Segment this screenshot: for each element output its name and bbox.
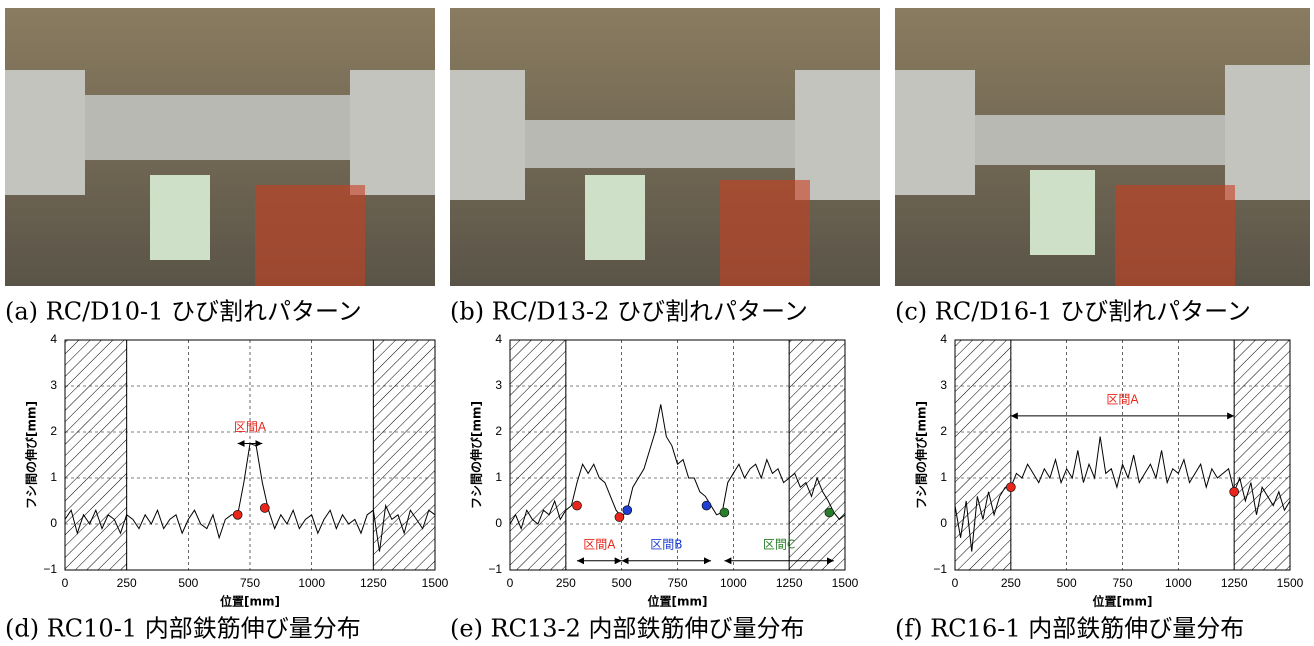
y-tick-label: 4	[940, 332, 947, 346]
x-tick-label: 250	[1001, 576, 1021, 590]
marker	[623, 506, 632, 515]
y-tick-label: 1	[50, 470, 57, 484]
y-axis-label: フシ間の伸び[mm]	[914, 401, 929, 509]
y-tick-label: 3	[940, 378, 947, 392]
x-tick-label: 750	[667, 576, 687, 590]
photo-b	[450, 8, 880, 286]
x-tick-label: 500	[1057, 576, 1077, 590]
shaded-range	[65, 340, 127, 570]
y-tick-label: 4	[495, 332, 502, 346]
x-tick-label: 0	[62, 576, 69, 590]
y-tick-label: 0	[50, 516, 57, 530]
x-tick-label: 1500	[1277, 576, 1304, 590]
marker	[260, 503, 269, 512]
photo-caption: (c) RC/D16-1 ひび割れパターン	[895, 298, 1251, 326]
y-axis-label: フシ間の伸び[mm]	[24, 401, 39, 509]
interval-label: 区間B	[650, 537, 682, 551]
x-tick-label: 1500	[422, 576, 449, 590]
photo-a	[5, 8, 435, 286]
marker	[1006, 483, 1015, 492]
x-tick-label: 1250	[776, 576, 803, 590]
shaded-range	[1234, 340, 1290, 570]
chart-caption: (f) RC16-1 内部鉄筋伸び量分布	[895, 615, 1244, 643]
y-tick-label: 3	[50, 378, 57, 392]
photo-caption: (b) RC/D13-2 ひび割れパターン	[450, 298, 808, 326]
x-axis-label: 位置[mm]	[1093, 594, 1153, 609]
photo-c	[895, 8, 1310, 286]
x-tick-label: 1000	[1165, 576, 1192, 590]
y-tick-label: −1	[488, 562, 502, 576]
marker	[573, 501, 582, 510]
y-tick-label: 0	[495, 516, 502, 530]
y-tick-label: 2	[50, 424, 57, 438]
shaded-range	[510, 340, 566, 570]
interval-label: 区間C	[763, 537, 795, 551]
x-tick-label: 0	[952, 576, 959, 590]
x-tick-label: 1000	[720, 576, 747, 590]
interval-label: 区間A	[1106, 392, 1139, 406]
x-tick-label: 1000	[298, 576, 325, 590]
y-tick-label: 0	[940, 516, 947, 530]
y-tick-label: 1	[940, 470, 947, 484]
x-tick-label: 500	[612, 576, 632, 590]
y-axis-label: フシ間の伸び[mm]	[469, 401, 484, 509]
x-axis-label: 位置[mm]	[220, 594, 280, 609]
y-tick-label: 2	[495, 424, 502, 438]
x-tick-label: 250	[556, 576, 576, 590]
shaded-range	[955, 340, 1011, 570]
marker	[615, 513, 624, 522]
x-tick-label: 1250	[1221, 576, 1248, 590]
x-tick-label: 500	[178, 576, 198, 590]
x-tick-label: 0	[507, 576, 514, 590]
marker	[233, 510, 242, 519]
marker	[825, 508, 834, 517]
figure: (a) RC/D10-1 ひび割れパターン (b) RC/D13-2 ひび割れパ…	[0, 0, 1314, 646]
y-tick-label: −1	[933, 562, 947, 576]
photo-caption: (a) RC/D10-1 ひび割れパターン	[5, 298, 362, 326]
x-tick-label: 250	[117, 576, 137, 590]
shaded-range	[789, 340, 845, 570]
chart-caption: (d) RC10-1 内部鉄筋伸び量分布	[5, 615, 361, 643]
interval-label: 区間A	[234, 420, 267, 434]
chart-caption: (e) RC13-2 内部鉄筋伸び量分布	[450, 615, 805, 643]
x-tick-label: 1250	[360, 576, 387, 590]
marker	[720, 508, 729, 517]
marker	[702, 501, 711, 510]
y-tick-label: 1	[495, 470, 502, 484]
marker	[1230, 487, 1239, 496]
x-tick-label: 1500	[832, 576, 859, 590]
interval-label: 区間A	[583, 537, 616, 551]
x-tick-label: 750	[240, 576, 260, 590]
y-tick-label: 4	[50, 332, 57, 346]
y-tick-label: −1	[43, 562, 57, 576]
shaded-range	[373, 340, 435, 570]
x-tick-label: 750	[1112, 576, 1132, 590]
y-tick-label: 2	[940, 424, 947, 438]
x-axis-label: 位置[mm]	[648, 594, 708, 609]
y-tick-label: 3	[495, 378, 502, 392]
